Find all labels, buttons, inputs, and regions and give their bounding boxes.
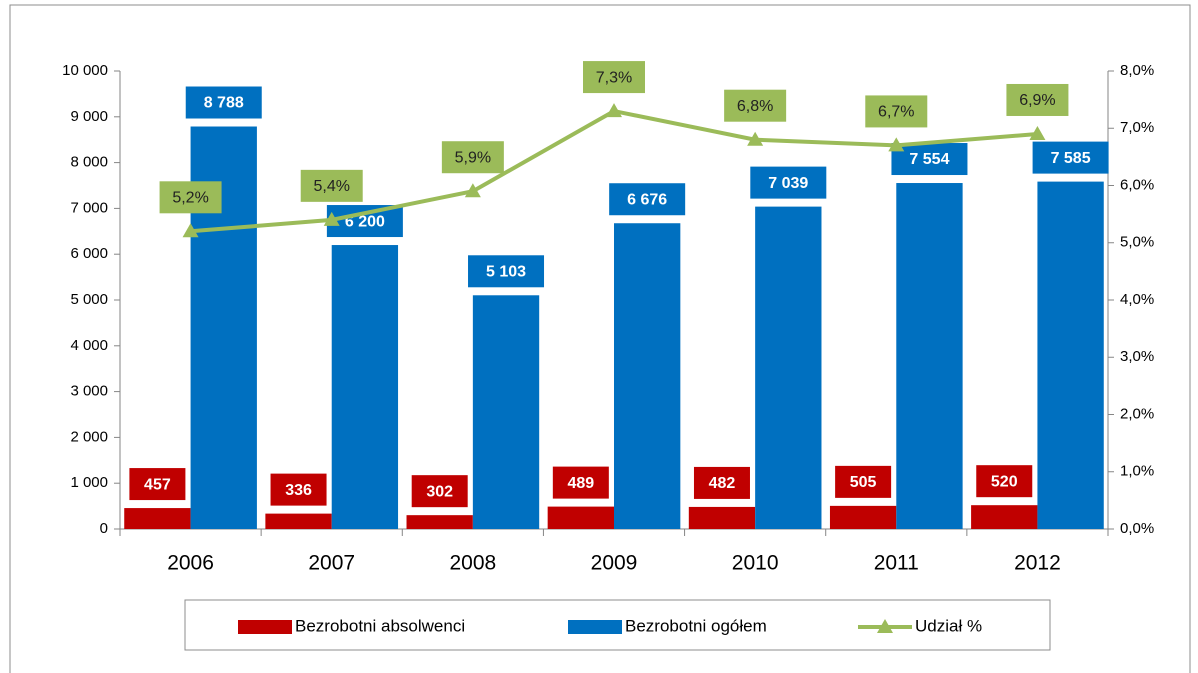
y-tick-label: 5 000 <box>70 291 108 308</box>
bar <box>755 206 822 529</box>
bar <box>1037 181 1104 529</box>
y2-tick-label: 3,0% <box>1120 348 1154 365</box>
x-tick-label: 2006 <box>167 552 214 575</box>
line-marker <box>606 103 622 118</box>
data-label-bg <box>1032 141 1109 174</box>
bar <box>472 295 540 529</box>
data-label: 8 788 <box>204 95 244 112</box>
data-label-bg <box>724 89 787 122</box>
data-label: 302 <box>426 483 453 500</box>
y-tick-label: 2 000 <box>70 428 108 445</box>
legend-swatch <box>238 620 292 634</box>
x-tick-label: 2007 <box>308 552 355 575</box>
data-label: 7 554 <box>909 151 949 168</box>
y-tick-label: 9 000 <box>70 108 108 125</box>
x-tick-label: 2009 <box>591 552 638 575</box>
line-marker <box>323 211 340 226</box>
y2-tick-label: 8,0% <box>1120 62 1154 79</box>
y-tick-label: 4 000 <box>70 337 108 354</box>
x-tick-label: 2008 <box>449 552 496 575</box>
data-label: 336 <box>285 482 312 499</box>
chart-frame <box>9 4 1191 673</box>
legend-label: Bezrobotni absolwenci <box>295 616 465 635</box>
data-label: 520 <box>991 473 1018 490</box>
line-marker <box>464 183 481 198</box>
data-label-bg <box>159 181 222 214</box>
y-tick-label: 6 000 <box>70 245 108 262</box>
data-label: 7 585 <box>1051 150 1091 167</box>
x-tick-label: 2011 <box>874 552 919 575</box>
data-label-bg <box>326 205 403 238</box>
y-tick-label: 3 000 <box>70 383 108 400</box>
data-label: 7,3% <box>596 69 632 86</box>
data-label-bg <box>835 465 892 498</box>
data-label-bg <box>129 468 186 501</box>
legend-marker <box>877 619 893 633</box>
data-label: 5 103 <box>486 264 526 281</box>
bar <box>614 223 681 529</box>
y2-tick-label: 4,0% <box>1120 291 1154 308</box>
data-label: 5,9% <box>455 149 491 166</box>
line-marker <box>1029 125 1046 140</box>
data-label-bg <box>609 183 686 216</box>
bar <box>265 513 332 529</box>
y-tick-label: 1 000 <box>70 474 108 491</box>
y-tick-label: 7 000 <box>70 199 108 216</box>
data-label-bg <box>300 169 363 202</box>
bar <box>124 508 191 529</box>
data-label-bg <box>693 466 750 499</box>
y-tick-label: 8 000 <box>70 154 108 171</box>
data-label-bg <box>891 143 968 176</box>
data-label: 6,8% <box>737 98 773 115</box>
data-label-bg <box>185 86 262 119</box>
bar <box>547 506 614 529</box>
y2-tick-label: 6,0% <box>1120 176 1154 193</box>
legend-swatch <box>568 620 622 634</box>
data-label-bg <box>411 475 468 508</box>
bar <box>331 245 399 530</box>
data-label: 505 <box>850 474 877 491</box>
bar <box>406 515 473 529</box>
data-label: 482 <box>709 475 736 492</box>
bar <box>688 506 756 529</box>
data-label: 6,9% <box>1019 92 1055 109</box>
data-label-bg <box>976 465 1033 498</box>
y2-tick-label: 1,0% <box>1120 463 1154 480</box>
data-label-bg <box>1006 83 1069 116</box>
data-label-bg <box>865 95 928 128</box>
y-tick-label: 10 000 <box>62 62 108 79</box>
y2-tick-label: 5,0% <box>1120 234 1154 251</box>
data-label: 457 <box>144 476 171 493</box>
data-label-bg <box>750 166 827 199</box>
line-marker <box>888 137 905 152</box>
data-label-bg <box>468 255 545 288</box>
data-label-bg <box>583 61 645 94</box>
line-marker <box>182 223 199 238</box>
bar <box>896 183 963 529</box>
legend-label: Bezrobotni ogółem <box>625 616 767 635</box>
data-label: 5,4% <box>313 178 349 195</box>
data-label-bg <box>441 141 504 174</box>
y2-tick-label: 2,0% <box>1120 405 1154 422</box>
y2-tick-label: 7,0% <box>1120 119 1154 136</box>
data-label: 6 676 <box>627 191 667 208</box>
x-tick-label: 2010 <box>732 552 779 575</box>
bar <box>971 505 1038 529</box>
y-tick-label: 0 <box>100 520 108 537</box>
x-tick-label: 2012 <box>1014 552 1061 575</box>
data-label-bg <box>552 466 609 499</box>
data-label: 6 200 <box>345 213 385 230</box>
y2-tick-label: 0,0% <box>1120 520 1154 537</box>
data-label: 489 <box>567 475 594 492</box>
data-label: 7 039 <box>768 175 808 192</box>
legend-label: Udział % <box>915 616 982 635</box>
line-marker <box>747 131 764 146</box>
bar <box>829 505 897 529</box>
data-label-bg <box>270 473 327 506</box>
data-label: 5,2% <box>172 190 208 207</box>
data-label: 6,7% <box>878 104 914 121</box>
